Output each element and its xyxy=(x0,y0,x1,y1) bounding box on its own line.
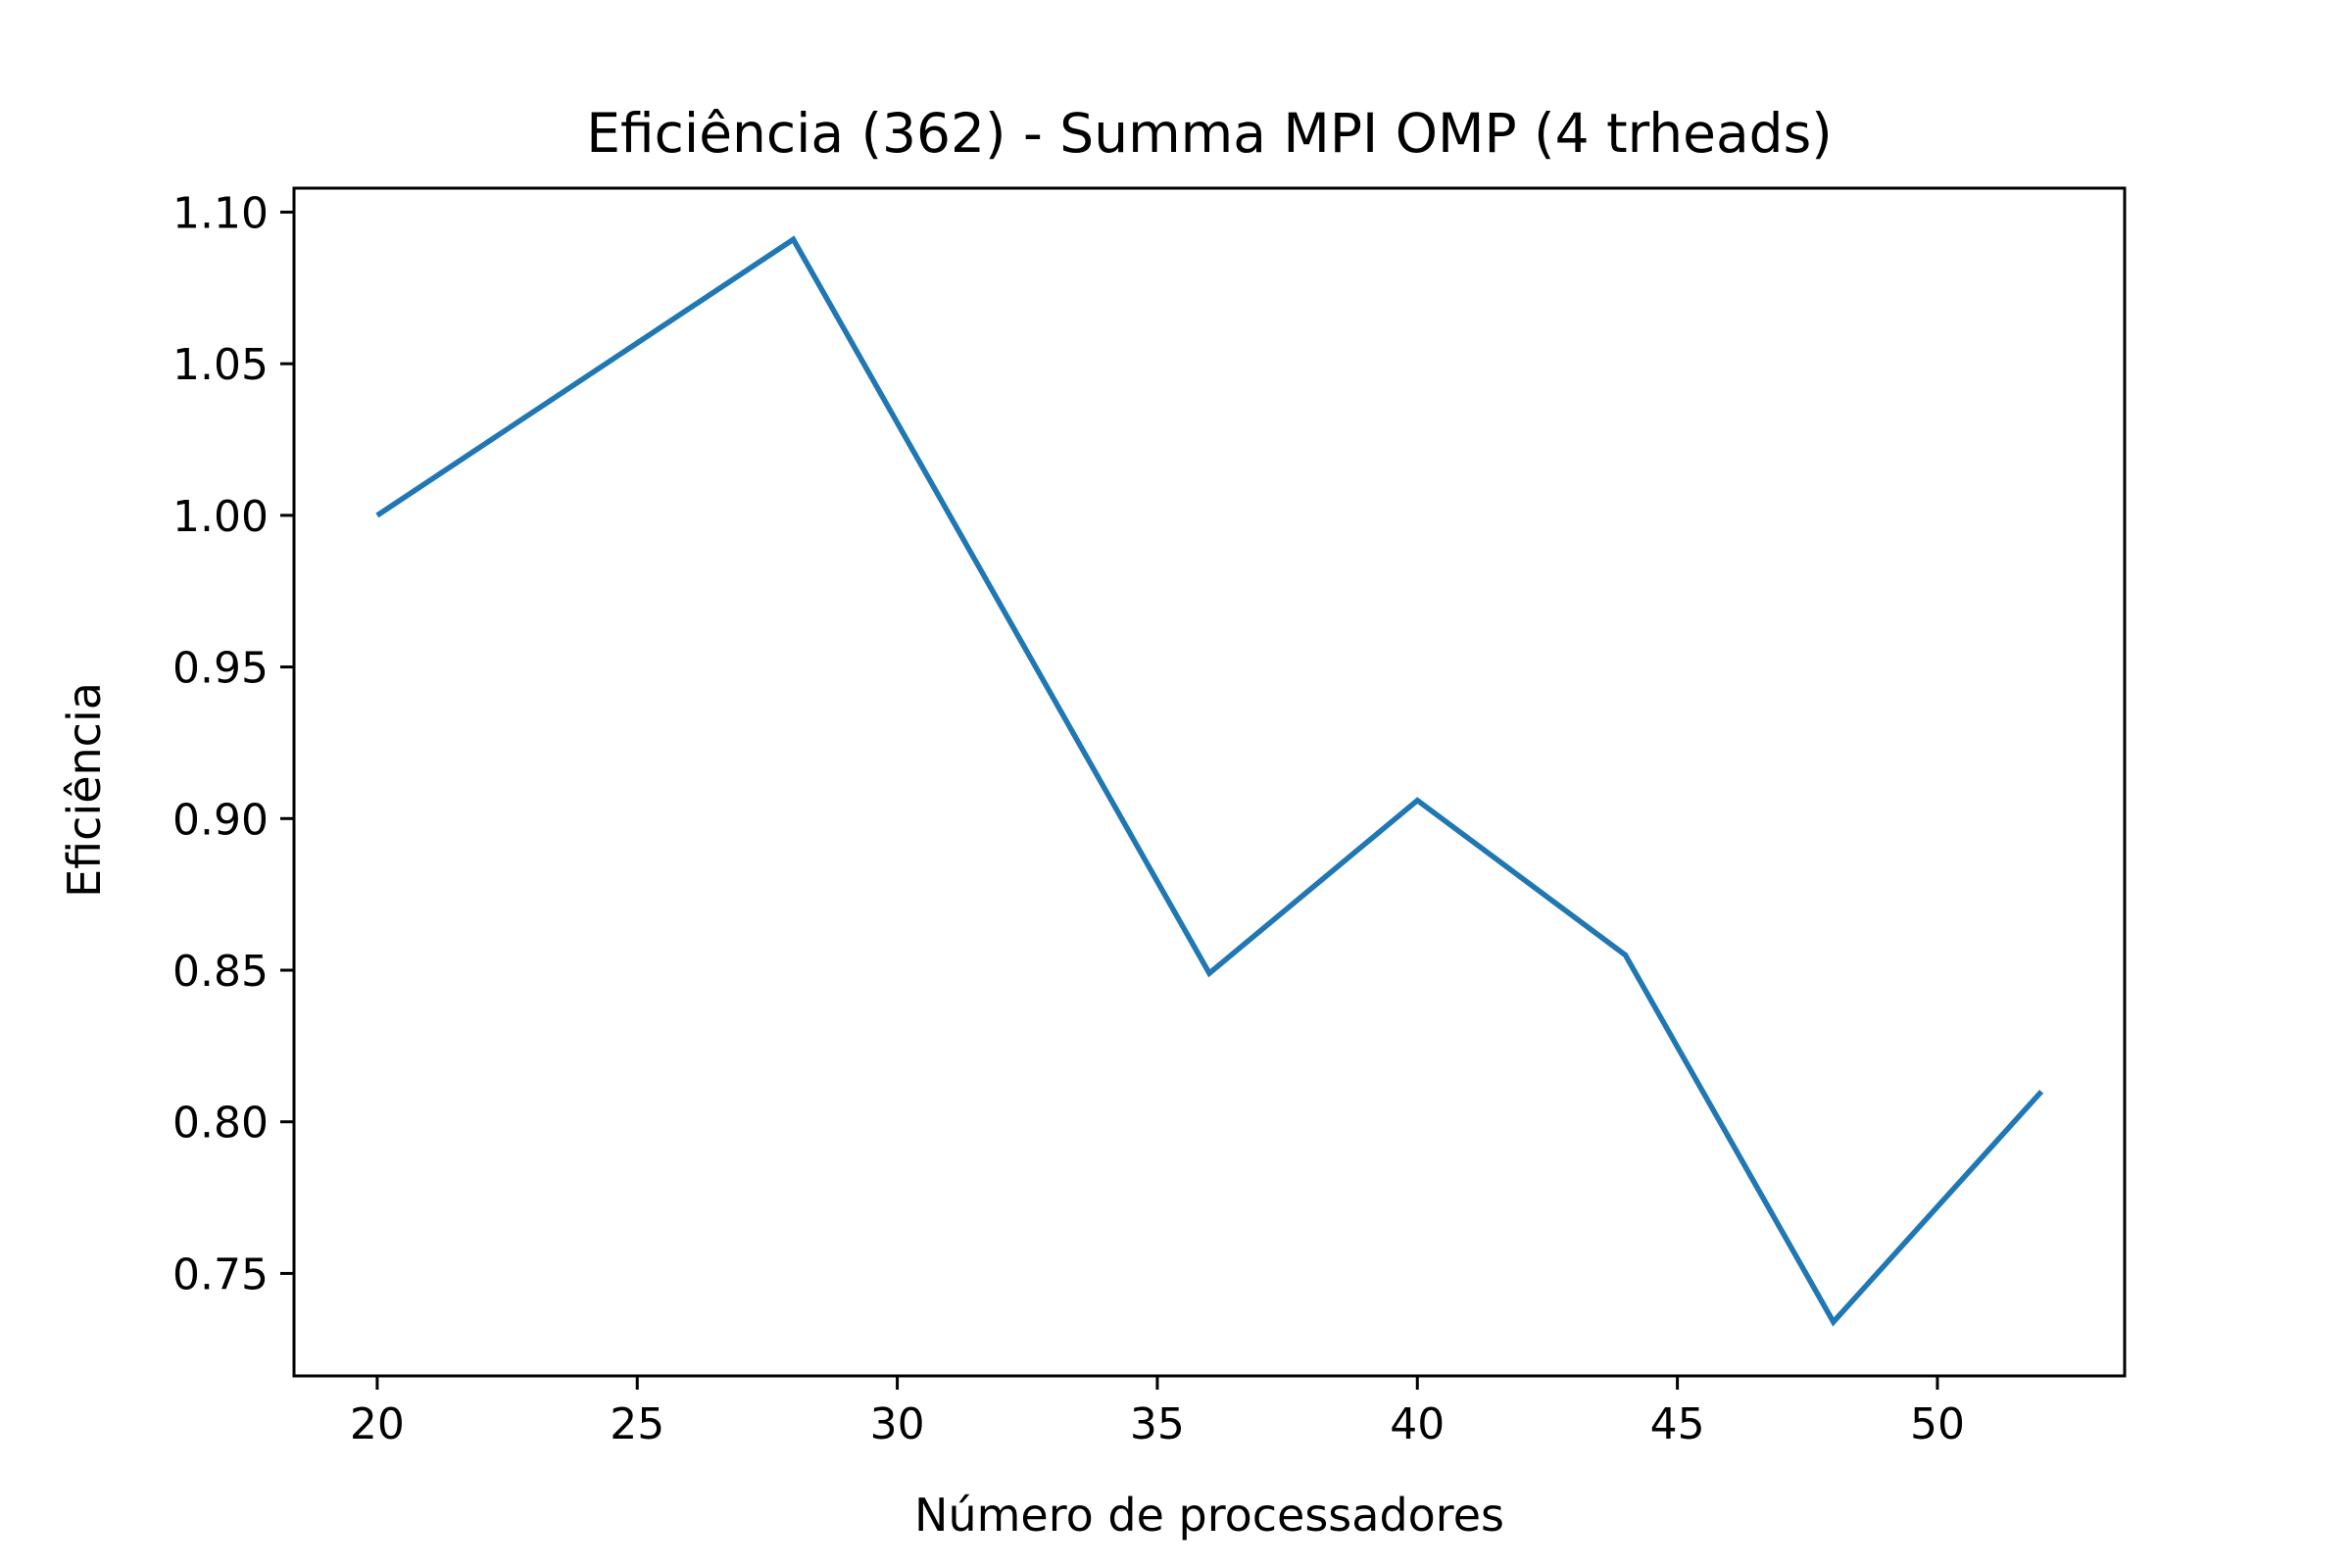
chart-title: Eficiência (362) - Summa MPI OMP (4 trhe… xyxy=(586,102,1832,165)
y-tick-label: 1.05 xyxy=(172,340,269,390)
plot-area xyxy=(375,235,2044,1327)
x-tick-label: 20 xyxy=(350,1399,405,1449)
y-tick-label: 0.80 xyxy=(172,1099,269,1149)
y-axis-ticks: 0.75 0.80 0.85 0.90 0.95 1.00 1.05 1.10 xyxy=(172,188,294,1299)
y-tick-label: 0.95 xyxy=(172,644,269,694)
x-tick-label: 40 xyxy=(1390,1399,1445,1449)
series-line xyxy=(375,235,2044,1327)
x-tick-label: 25 xyxy=(610,1399,664,1449)
y-axis-label: Eficiência xyxy=(58,682,111,898)
y-tick-label: 0.75 xyxy=(172,1250,269,1299)
y-tick-label: 0.85 xyxy=(172,947,269,997)
x-tick-label: 35 xyxy=(1130,1399,1185,1449)
axes-frame xyxy=(292,186,2127,1378)
x-tick-label: 30 xyxy=(870,1399,925,1449)
y-tick-label: 1.00 xyxy=(172,492,269,542)
y-tick-label: 1.10 xyxy=(172,188,269,238)
x-tick-label: 50 xyxy=(1910,1399,1965,1449)
x-tick-label: 45 xyxy=(1650,1399,1705,1449)
x-axis-label: Número de processadores xyxy=(914,1489,1504,1542)
x-axis-ticks: 20 25 30 35 40 45 50 xyxy=(350,1376,1965,1449)
y-tick-label: 0.90 xyxy=(172,795,269,845)
